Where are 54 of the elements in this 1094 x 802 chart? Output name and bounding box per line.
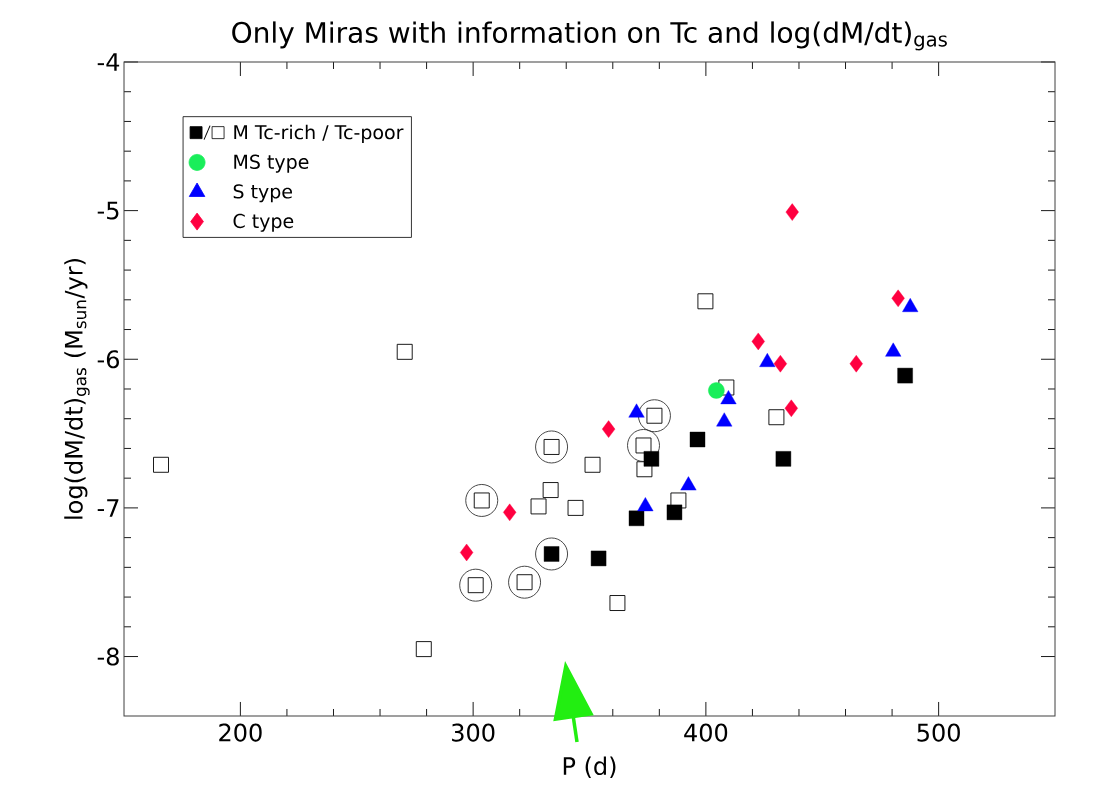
point (637, 497, 654, 512)
point (849, 355, 863, 373)
x-tick-label: 300 (452, 723, 495, 742)
y-tick-label: -5 (97, 201, 119, 220)
point (396, 343, 413, 360)
point (689, 431, 706, 448)
x-tick-label: 500 (917, 723, 960, 742)
point (542, 482, 559, 499)
point (602, 420, 616, 438)
point (567, 499, 584, 516)
point (465, 484, 499, 517)
y-axis-title: log(dM/dt)$_{gas}$ (M$_{sun}$/yr) (64, 259, 90, 519)
point (508, 565, 542, 599)
x-tick-label: 200 (219, 723, 262, 742)
point (897, 367, 913, 384)
legend-label: MS type (234, 154, 309, 173)
x-tick-label: 400 (684, 723, 728, 742)
point (785, 203, 799, 221)
point (718, 379, 735, 396)
point (666, 504, 683, 521)
point (773, 355, 787, 373)
point (460, 543, 474, 562)
point (751, 332, 765, 351)
y-tick-label: -4 (97, 53, 120, 71)
point (670, 492, 687, 509)
point (628, 510, 645, 526)
point (415, 641, 432, 658)
point (775, 451, 792, 467)
point (584, 456, 601, 473)
legend-label: M Tc-rich / Tc-poor (234, 124, 404, 144)
y-tick-label: -8 (97, 647, 119, 666)
point (636, 461, 653, 478)
point (530, 498, 547, 515)
point (627, 429, 660, 462)
x-axis-title: P (d) (563, 756, 616, 778)
point (697, 293, 714, 310)
legend-label: C type (233, 213, 294, 232)
point (891, 289, 905, 308)
y-tick-label: -7 (97, 499, 119, 517)
point (784, 399, 798, 418)
point (609, 595, 626, 611)
point (637, 399, 671, 433)
point (590, 550, 607, 567)
point (643, 451, 660, 467)
legend-label: S type (233, 184, 292, 203)
point (768, 409, 785, 426)
point (503, 503, 517, 522)
chart-title: Only Miras with information on Tc and log(dM/dt)$_{gas}$ (232, 21, 947, 51)
point (459, 568, 493, 602)
point (720, 390, 737, 405)
point (535, 430, 569, 464)
point (153, 456, 169, 473)
point (708, 382, 725, 399)
y-tick-label: -6 (97, 350, 119, 369)
